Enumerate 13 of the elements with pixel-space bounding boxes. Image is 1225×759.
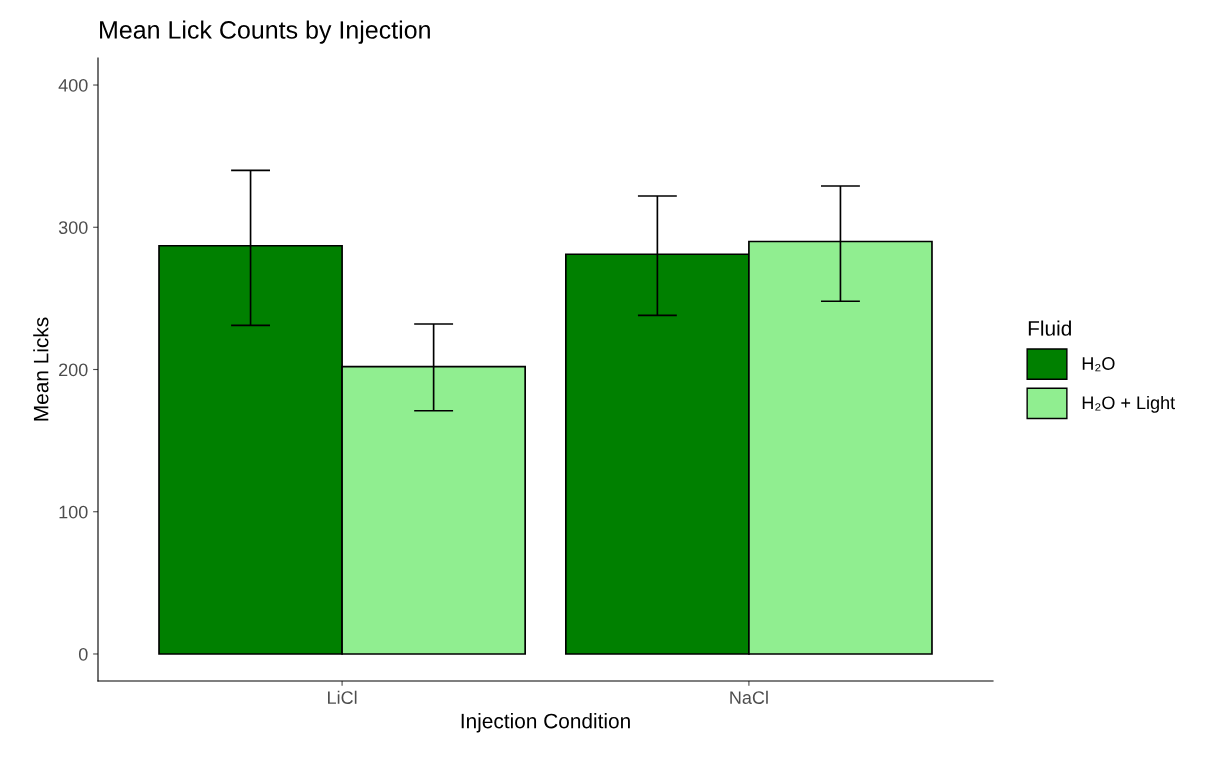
legend-label: H₂O bbox=[1082, 357, 1115, 372]
chart-title: Mean Lick Counts by Injection bbox=[100, 20, 430, 44]
y-tick-label: 300 bbox=[58, 221, 88, 234]
y-tick-label: 100 bbox=[59, 505, 88, 519]
y-tick-label: 400 bbox=[58, 78, 88, 92]
y-axis-title: Mean Licks bbox=[33, 317, 49, 421]
legend-label: H₂O + Light bbox=[1082, 395, 1176, 413]
x-axis-title: Injection Condition bbox=[461, 713, 630, 733]
y-tick-label: 200 bbox=[59, 363, 88, 377]
legend-title: Fluid bbox=[1028, 320, 1071, 336]
y-tick-label: 0 bbox=[78, 647, 88, 661]
x-tick-label: NaCl bbox=[730, 690, 768, 704]
x-tick-label: LiCl bbox=[328, 690, 357, 704]
